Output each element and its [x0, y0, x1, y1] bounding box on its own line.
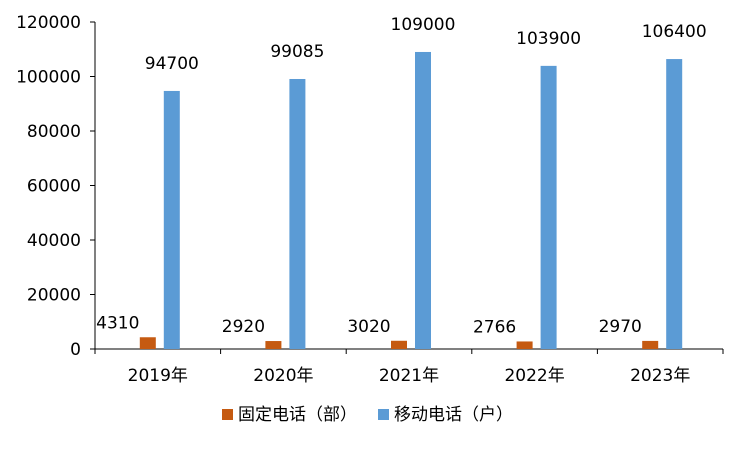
bar-mobile-phone: [666, 59, 683, 350]
x-tick-label: 2019年: [128, 366, 188, 386]
bar-fixed-phone: [139, 337, 156, 349]
bar-mobile-phone: [415, 51, 431, 349]
y-tick-label: 60000: [27, 177, 81, 197]
y-tick-label: 120000: [16, 13, 81, 33]
data-label: 4310: [96, 313, 139, 333]
data-label: 103900: [516, 29, 581, 49]
x-tick-label: 2023年: [630, 366, 690, 386]
bar-fixed-phone: [265, 341, 282, 349]
data-label: 99085: [270, 42, 324, 62]
data-label: 2766: [473, 317, 516, 337]
y-axis: 0 20000 40000 60000 80000 100000 120000: [16, 13, 96, 360]
data-labels: 4310 2920 3020 2766 2970 94700 99085 109000 1039…: [96, 15, 706, 337]
data-label: 2920: [222, 317, 265, 337]
data-label: 94700: [145, 54, 199, 74]
bar-mobile-phone: [163, 90, 180, 349]
data-label: 109000: [391, 15, 456, 35]
bar-fixed-phone: [642, 340, 659, 349]
y-tick-label: 80000: [27, 122, 81, 142]
legend-label: 固定电话（部）: [238, 405, 357, 425]
x-tick-label: 2020年: [253, 366, 313, 386]
legend: 固定电话（部） 移动电话（户）: [222, 405, 513, 425]
y-tick-label: 0: [70, 340, 81, 360]
bars: [139, 51, 683, 350]
data-label: 106400: [642, 22, 707, 42]
bar-mobile-phone: [289, 78, 306, 349]
x-tick-label: 2022年: [504, 366, 564, 386]
data-label: 3020: [347, 317, 390, 337]
y-tick-label: 40000: [27, 231, 81, 251]
legend-label: 移动电话（户）: [394, 405, 513, 425]
y-tick-label: 20000: [27, 286, 81, 306]
y-tick-label: 100000: [16, 68, 81, 88]
x-axis: 2019年 2020年 2021年 2022年 2023年: [94, 348, 724, 386]
legend-swatch: [378, 409, 389, 420]
bar-mobile-phone: [540, 65, 557, 349]
data-label: 2970: [599, 317, 642, 337]
bar-fixed-phone: [516, 341, 533, 349]
bar-fixed-phone: [391, 340, 407, 349]
legend-swatch: [222, 409, 233, 420]
x-tick-label: 2021年: [379, 366, 439, 386]
